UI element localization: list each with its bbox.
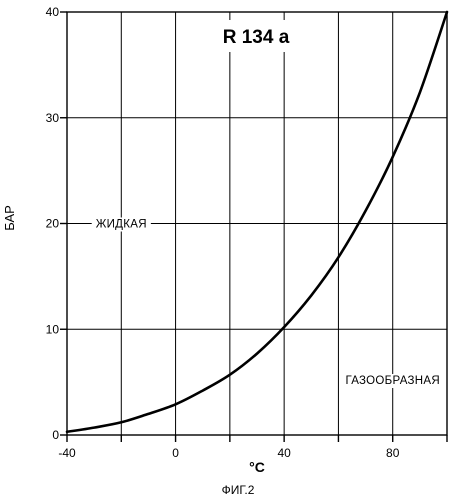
chart-title: R 134 a	[223, 27, 290, 48]
annotation-label: ГАЗООБРАЗНАЯ	[345, 375, 440, 387]
annotation-background	[341, 374, 444, 389]
figure-caption: ФИГ.2	[222, 483, 255, 497]
annotation: ЖИДКАЯ	[91, 217, 151, 232]
y-tick-label: 30	[46, 111, 60, 125]
x-tick-label: -40	[58, 446, 76, 460]
y-axis-label: БАР	[2, 205, 17, 231]
title-background	[206, 20, 302, 52]
y-tick-label: 40	[46, 5, 60, 19]
x-tick-label: 0	[172, 446, 179, 460]
x-tick-labels: -40 0 40 80	[58, 446, 399, 460]
tick-marks	[60, 11, 448, 442]
annotation: ГАЗООБРАЗНАЯ	[341, 374, 444, 389]
x-axis-label: °C	[249, 459, 265, 475]
y-tick-labels: 0 10 20 30 40	[46, 5, 60, 442]
annotations: ЖИДКАЯ ГАЗООБРАЗНАЯ	[91, 217, 444, 389]
series-line	[65, 10, 449, 434]
x-tick-label: 80	[386, 446, 400, 460]
y-tick-label: 10	[46, 322, 60, 336]
y-tick-label: 20	[46, 217, 60, 231]
x-tick-label: 40	[277, 446, 291, 460]
y-tick-label: 0	[52, 428, 59, 442]
grid	[67, 12, 447, 435]
annotation-background	[91, 217, 151, 232]
annotation-label: ЖИДКАЯ	[96, 219, 147, 231]
